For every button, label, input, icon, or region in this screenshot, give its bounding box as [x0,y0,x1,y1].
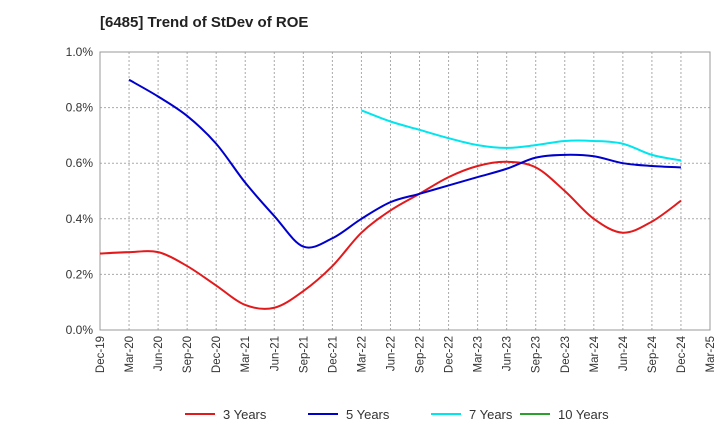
grid-layer [99,51,711,331]
x-tick-label: Dec-23 [560,336,572,373]
y-tick-label: 0.6% [66,156,94,170]
y-tick-label: 0.2% [66,267,94,281]
x-tick-label: Dec-24 [676,335,688,373]
x-tick-label: Mar-24 [589,335,601,372]
x-tick-label: Dec-19 [95,336,107,373]
plot-area-frame [99,51,711,331]
x-tick-label: Mar-23 [473,336,485,372]
legend-label-10-years: 10 Years [558,407,609,422]
x-axis-ticks: Dec-19 Mar-20 Jun-20 Sep-20 Dec-20 Mar-21 Jun-… [95,335,717,373]
x-tick-label: Sep-21 [298,336,310,373]
x-tick-label: Jun-21 [269,336,281,371]
legend: 3 Years 5 Years 7 Years 10 Years [185,407,609,422]
x-tick-label: Jun-22 [385,336,397,371]
x-tick-label: Sep-20 [182,336,194,373]
series-line-3-years [99,160,682,310]
x-tick-label: Sep-22 [415,336,427,373]
x-tick-label: Mar-22 [356,336,368,372]
x-tick-label: Dec-20 [211,336,223,373]
legend-label-5-years: 5 Years [346,407,390,422]
x-tick-label: Dec-22 [444,336,456,373]
series-layer [99,78,682,310]
x-tick-label: Dec-21 [327,336,339,373]
y-tick-label: 0.8% [66,101,94,115]
x-tick-label: Sep-24 [647,335,659,373]
chart-title: [6485] Trend of StDev of ROE [100,14,309,31]
x-tick-label: Jun-23 [502,336,514,371]
y-tick-label: 0.4% [66,212,94,226]
y-tick-label: 1.0% [66,45,94,59]
legend-label-3-years: 3 Years [223,407,267,422]
series-line-5-years [128,78,681,249]
x-tick-label: Mar-20 [124,336,136,372]
x-tick-label: Sep-23 [531,336,543,373]
x-tick-label: Jun-20 [153,336,165,371]
y-axis-ticks: 0.0% 0.2% 0.4% 0.6% 0.8% 1.0% [66,45,94,337]
series-line-7-years [361,109,682,162]
x-tick-label: Jun-24 [618,335,630,371]
x-tick-label: Mar-25 [705,336,717,372]
y-tick-label: 0.0% [66,323,94,337]
legend-label-7-years: 7 Years [469,407,513,422]
x-tick-label: Mar-21 [240,336,252,372]
